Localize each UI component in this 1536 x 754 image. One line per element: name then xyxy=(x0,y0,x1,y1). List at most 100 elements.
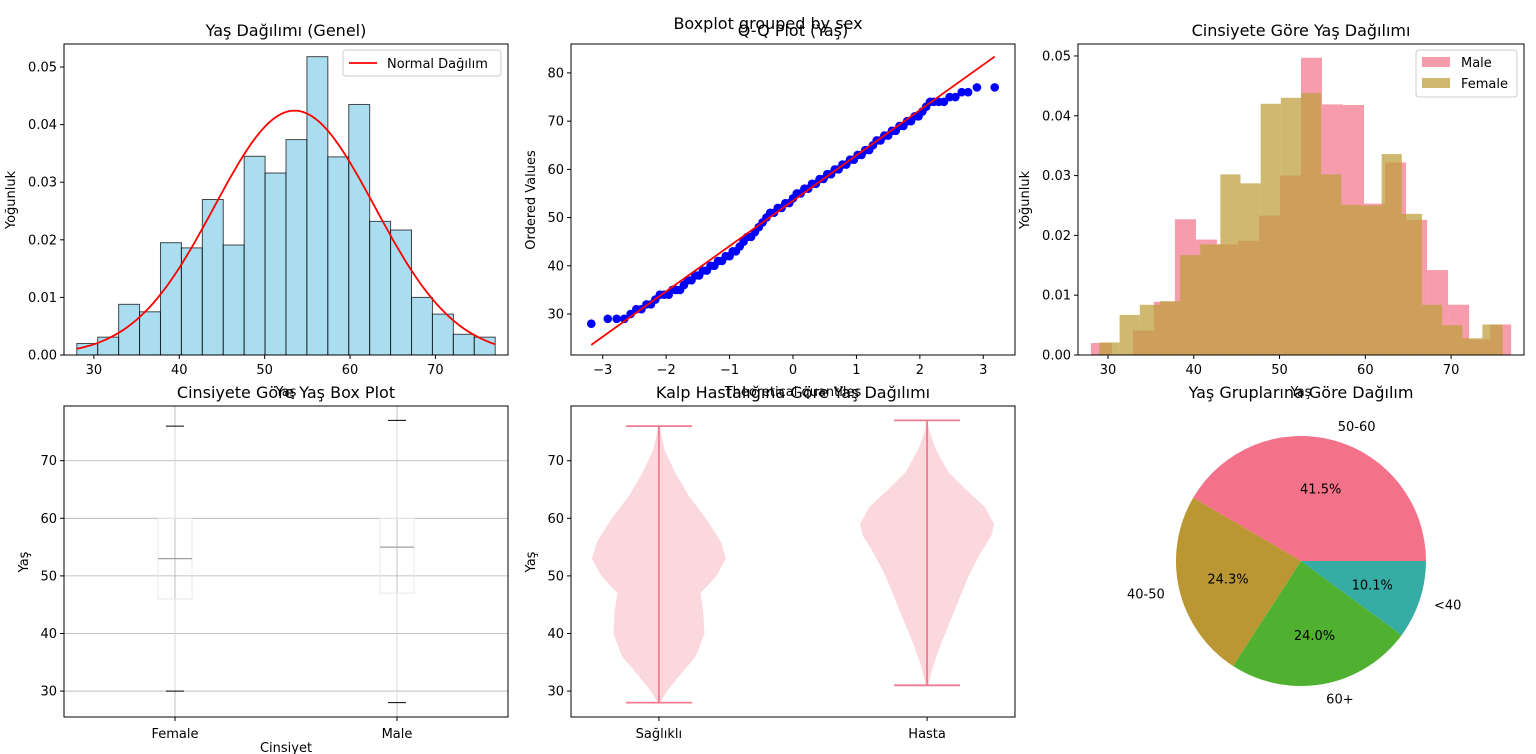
histogram-by-sex-frame xyxy=(1077,43,1525,356)
qq-point xyxy=(939,97,949,107)
y-tick-label: 40 xyxy=(547,627,564,642)
qq-plot-title: Q-Q Plot (Yaş) xyxy=(738,21,849,40)
histogram-bar xyxy=(76,342,99,356)
histogram-bar xyxy=(159,242,182,356)
x-tick-label: 0 xyxy=(789,363,797,378)
histogram-bar xyxy=(180,247,203,356)
x-tick-label: Female xyxy=(151,727,198,742)
legend-male-label: Male xyxy=(1461,56,1492,71)
histogram-by-sex-xlabel: Yaş xyxy=(1290,385,1312,400)
female-histogram-bar xyxy=(1220,174,1241,355)
x-tick-label: 3 xyxy=(979,363,987,378)
y-tick-label: 30 xyxy=(40,685,57,700)
box-plot-title: Cinsiyete Göre Yaş Box Plot xyxy=(177,383,395,402)
x-tick-label: Sağlıklı xyxy=(636,727,682,742)
qq-point xyxy=(990,83,1000,92)
female-histogram-bar xyxy=(1200,244,1221,355)
histogram-bar xyxy=(118,303,141,356)
x-tick-label: Male xyxy=(382,727,413,742)
y-tick-label: 0.01 xyxy=(28,291,57,306)
female-histogram-bar xyxy=(1482,324,1503,355)
pie-slice xyxy=(1233,561,1402,687)
y-tick-label: 80 xyxy=(547,66,564,81)
box-plot-xlabel: Cinsiyet xyxy=(260,741,312,754)
pie-category-label: <40 xyxy=(1434,599,1461,614)
legend-box xyxy=(342,49,502,77)
qq-fit-line xyxy=(590,55,996,346)
histogram-by-sex-ylabel: Yoğunluk xyxy=(1018,170,1033,230)
legend-normal-label: Normal Dağılım xyxy=(387,57,488,72)
y-tick-label: 50 xyxy=(547,569,564,584)
qq-point xyxy=(957,87,967,97)
pie-slice xyxy=(1193,435,1426,561)
female-histogram-bar xyxy=(1139,304,1160,355)
histogram-overall-frame xyxy=(63,43,509,356)
female-histogram-bar xyxy=(1341,204,1362,355)
histogram-overall-panel: Yaş Dağılımı (Genel) 0.00 0.01 0.02 0.03 0.0… xyxy=(4,21,509,400)
female-histogram-bar xyxy=(1462,338,1483,355)
pie-percent-label: 10.1% xyxy=(1352,578,1393,593)
y-tick-label: 0.01 xyxy=(1042,289,1071,304)
y-tick-label: 60 xyxy=(547,163,564,178)
female-histogram-bar xyxy=(1260,103,1281,355)
y-tick-label: 30 xyxy=(547,308,564,323)
y-tick-label: 0.04 xyxy=(1042,109,1071,124)
y-tick-label: 0.00 xyxy=(1042,349,1071,364)
x-tick-label: −1 xyxy=(720,363,739,378)
female-histogram-bar xyxy=(1119,314,1140,355)
y-tick-label: 40 xyxy=(547,259,564,274)
x-tick-label: −3 xyxy=(593,363,612,378)
violin-ylabel: Yaş xyxy=(524,551,539,573)
y-tick-label: 0.04 xyxy=(28,118,57,133)
female-histogram-bar xyxy=(1381,154,1402,355)
histogram-bar xyxy=(139,311,161,356)
x-tick-label: 40 xyxy=(1186,363,1203,378)
y-tick-label: 60 xyxy=(40,512,57,527)
qq-point xyxy=(619,314,629,324)
histogram-bar xyxy=(327,156,350,356)
pie-category-label: 50-60 xyxy=(1338,420,1376,435)
normal-distribution-line xyxy=(76,109,496,350)
qq-plot-ylabel: Ordered Values xyxy=(524,150,539,250)
y-tick-label: 0.03 xyxy=(1042,169,1071,184)
female-histogram-bar xyxy=(1442,325,1463,355)
y-tick-label: 0.02 xyxy=(1042,229,1071,244)
histogram-bar xyxy=(243,155,266,356)
x-tick-label: 60 xyxy=(1357,363,1374,378)
histogram-overall-title: Yaş Dağılımı (Genel) xyxy=(205,21,367,40)
qq-point xyxy=(586,319,596,328)
female-histogram-bar xyxy=(1361,205,1382,355)
qq-point xyxy=(963,87,973,97)
x-tick-label: 50 xyxy=(256,363,273,378)
pie-slice xyxy=(1301,561,1426,636)
histogram-bar xyxy=(390,229,413,356)
female-histogram-bar xyxy=(1321,174,1342,355)
histogram-bar xyxy=(369,220,392,356)
histogram-bar xyxy=(348,103,371,356)
y-tick-label: 0.05 xyxy=(1042,49,1071,64)
histogram-overall-xlabel: Yaş xyxy=(275,385,297,400)
histogram-by-sex-title: Cinsiyete Göre Yaş Dağılımı xyxy=(1192,21,1411,40)
pie-panel: Yaş Gruplarına Göre Dağılım 41.5% 50-60 24… xyxy=(1127,383,1461,708)
y-tick-label: 0.02 xyxy=(28,233,57,248)
histogram-bar xyxy=(431,313,454,356)
y-tick-label: 70 xyxy=(40,454,57,469)
qq-point xyxy=(612,314,621,324)
female-histogram-bar xyxy=(1180,255,1201,355)
x-tick-label: 1 xyxy=(852,363,860,378)
pie-title: Yaş Gruplarına Göre Dağılım xyxy=(1188,383,1414,402)
x-tick-label: 30 xyxy=(1100,363,1117,378)
histogram-bar xyxy=(285,139,308,356)
box-plot-frame xyxy=(63,405,509,718)
x-tick-label: 50 xyxy=(1271,363,1288,378)
histogram-overall-legend: Normal Dağılım xyxy=(342,49,502,77)
histogram-bar xyxy=(452,333,475,356)
pie-slice xyxy=(1175,497,1301,666)
x-tick-label: 60 xyxy=(342,363,359,378)
box-iqr xyxy=(379,517,415,594)
box-plot-ylabel: Yaş xyxy=(17,551,32,573)
histogram-by-sex-panel: Cinsiyete Göre Yaş Dağılımı 0.00 0.01 0.02… xyxy=(1018,21,1525,400)
y-tick-label: 50 xyxy=(547,211,564,226)
histogram-bar xyxy=(411,296,433,356)
legend-female-label: Female xyxy=(1461,77,1508,92)
